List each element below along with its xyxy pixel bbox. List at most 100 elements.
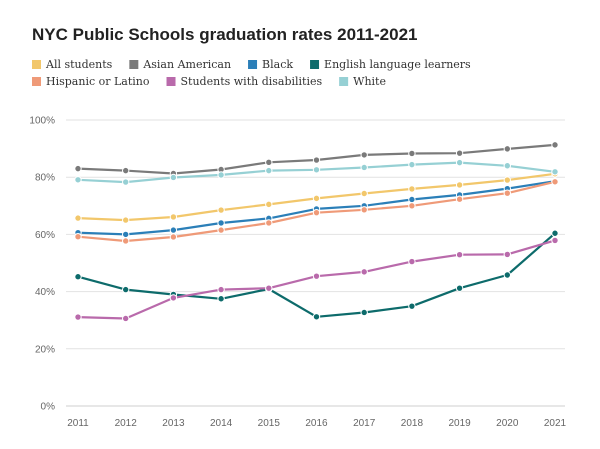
point-all-students-2015 — [265, 200, 273, 209]
y-tick-label-40: 40% — [35, 287, 55, 298]
point-students-with-disabilities-2011 — [74, 313, 82, 321]
y-tick-label-0: 0% — [41, 402, 56, 413]
point-english-language-learners-2016 — [312, 313, 321, 321]
point-english-language-learners-2018 — [408, 302, 416, 310]
point-all-students-2020 — [503, 176, 511, 184]
legend-label-english-language-learners: English language learners — [324, 58, 471, 71]
legend-label-all-students: All students — [45, 58, 113, 71]
x-tick-label-2017: 2017 — [353, 418, 376, 429]
legend-swatch-white — [339, 77, 349, 86]
point-white-2011 — [74, 176, 82, 184]
point-white-2016 — [312, 166, 321, 174]
point-students-with-disabilities-2013 — [169, 294, 178, 302]
x-tick-label-2013: 2013 — [162, 418, 185, 429]
legend-label-black: Black — [262, 58, 293, 71]
legend: All students Asian American Black English l… — [32, 58, 471, 88]
y-tick-label-20: 20% — [35, 344, 55, 355]
point-all-students-2014 — [217, 206, 225, 214]
legend-swatch-asian-american — [129, 60, 139, 69]
x-tick-label-2016: 2016 — [305, 418, 328, 429]
point-all-students-2016 — [312, 194, 321, 203]
point-students-with-disabilities-2019 — [455, 251, 464, 259]
point-english-language-learners-2021 — [551, 229, 559, 237]
x-tick-label-2019: 2019 — [448, 418, 471, 429]
point-hispanic-or-latino-2015 — [265, 219, 273, 227]
point-asian-american-2012 — [122, 166, 130, 175]
point-all-students-2013 — [169, 213, 178, 221]
x-tick-label-2011: 2011 — [67, 418, 89, 429]
point-hispanic-or-latino-2016 — [312, 208, 321, 217]
point-black-2014 — [217, 219, 225, 227]
point-all-students-2017 — [360, 189, 368, 198]
x-tick-label-2020: 2020 — [496, 418, 519, 429]
point-white-2020 — [503, 162, 511, 170]
point-asian-american-2011 — [74, 164, 82, 173]
point-students-with-disabilities-2017 — [360, 268, 368, 276]
y-tick-label-100: 100% — [29, 116, 55, 127]
point-hispanic-or-latino-2019 — [455, 195, 464, 203]
point-white-2018 — [408, 160, 416, 169]
point-english-language-learners-2017 — [360, 308, 368, 317]
x-tick-label-2012: 2012 — [115, 418, 138, 429]
legend-swatch-all-students — [32, 60, 41, 69]
x-tick-label-2014: 2014 — [210, 418, 233, 429]
legend-swatch-students-with-disabilities — [166, 77, 176, 86]
point-english-language-learners-2011 — [74, 273, 82, 281]
y-tick-label-60: 60% — [35, 230, 55, 241]
point-white-2019 — [455, 158, 464, 167]
point-hispanic-or-latino-2014 — [217, 226, 225, 234]
point-hispanic-or-latino-2012 — [122, 237, 130, 245]
x-tick-label-2015: 2015 — [258, 418, 281, 429]
x-tick-label-2021: 2021 — [544, 418, 567, 429]
point-black-2018 — [408, 195, 416, 204]
point-students-with-disabilities-2012 — [122, 314, 130, 323]
legend-label-white: White — [353, 75, 386, 88]
y-axis: 0% 20% 40% 60% 80% 100% — [29, 116, 55, 413]
point-all-students-2012 — [122, 216, 130, 224]
point-all-students-2011 — [74, 214, 82, 222]
legend-label-hispanic-or-latino: Hispanic or Latino — [46, 75, 150, 88]
point-all-students-2018 — [408, 185, 416, 193]
point-asian-american-2015 — [265, 158, 273, 167]
legend-label-asian-american: Asian American — [142, 58, 231, 71]
point-white-2012 — [122, 178, 130, 186]
point-hispanic-or-latino-2020 — [503, 189, 511, 197]
point-asian-american-2017 — [360, 151, 368, 159]
point-hispanic-or-latino-2017 — [360, 206, 368, 214]
point-hispanic-or-latino-2013 — [169, 233, 178, 241]
x-axis: 2011 2012 2013 2014 2015 2016 2017 2018 2019 2020… — [67, 418, 566, 429]
point-hispanic-or-latino-2021 — [551, 178, 559, 186]
point-white-2017 — [360, 163, 368, 172]
point-asian-american-2021 — [551, 141, 559, 149]
point-hispanic-or-latino-2018 — [408, 202, 416, 210]
y-tick-label-80: 80% — [35, 173, 55, 184]
series-points — [74, 141, 559, 323]
point-students-with-disabilities-2015 — [265, 284, 273, 292]
point-students-with-disabilities-2020 — [503, 250, 511, 259]
legend-swatch-english-language-learners — [310, 60, 320, 69]
legend-swatch-black — [248, 60, 258, 69]
point-english-language-learners-2014 — [217, 295, 225, 303]
legend-label-students-with-disabilities: Students with disabilities — [181, 75, 323, 88]
point-white-2021 — [551, 168, 559, 176]
point-english-language-learners-2012 — [122, 285, 130, 294]
point-white-2014 — [217, 171, 225, 179]
point-asian-american-2020 — [503, 145, 511, 153]
point-asian-american-2016 — [312, 156, 321, 164]
chart-title: NYC Public Schools graduation rates 2011… — [32, 25, 417, 44]
legend-swatch-hispanic-or-latino — [32, 77, 41, 86]
point-students-with-disabilities-2014 — [217, 285, 225, 294]
point-students-with-disabilities-2016 — [312, 272, 321, 280]
point-black-2012 — [122, 230, 130, 239]
point-black-2013 — [169, 226, 178, 234]
point-hispanic-or-latino-2011 — [74, 232, 82, 241]
point-asian-american-2019 — [455, 149, 464, 157]
point-students-with-disabilities-2021 — [551, 236, 559, 245]
point-white-2015 — [265, 166, 273, 175]
x-tick-label-2018: 2018 — [401, 418, 424, 429]
point-students-with-disabilities-2018 — [408, 257, 416, 266]
point-english-language-learners-2019 — [455, 284, 464, 292]
point-asian-american-2018 — [408, 149, 416, 158]
point-white-2013 — [169, 173, 178, 182]
